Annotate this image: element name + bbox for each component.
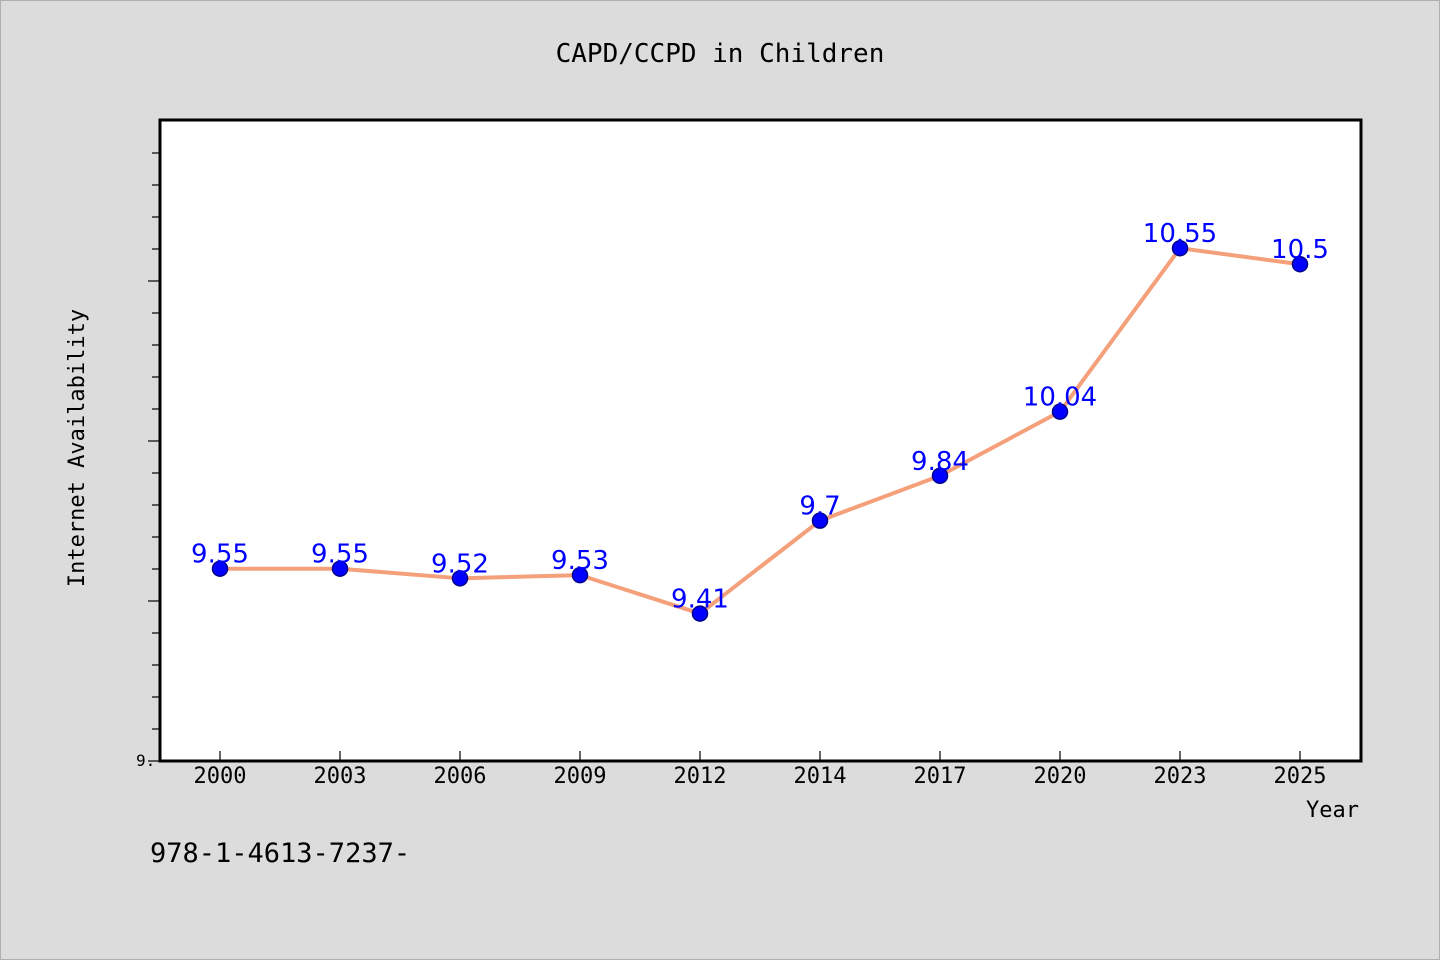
x-tick-label: 2017 xyxy=(914,764,967,789)
x-tick-label: 2020 xyxy=(1034,764,1087,789)
x-tick-label: 2023 xyxy=(1154,764,1207,789)
x-tick-label: 2025 xyxy=(1274,764,1327,789)
x-axis-ticks xyxy=(219,751,1301,761)
x-tick-label: 2006 xyxy=(434,764,487,789)
plot-area xyxy=(158,118,1363,763)
data-point xyxy=(211,560,229,577)
data-point xyxy=(1171,239,1189,257)
y-axis-label: Internet Availability xyxy=(65,309,90,587)
data-label: 10.04 xyxy=(1023,383,1097,413)
data-label: 9.55 xyxy=(311,540,369,570)
x-axis-tick-labels: 2000 2003 2006 2009 2012 2014 2017 2020 2023 2025 xyxy=(194,764,1327,789)
data-label: 10.55 xyxy=(1143,219,1217,249)
data-point xyxy=(451,570,469,587)
data-label: 9.53 xyxy=(551,546,609,576)
x-tick-label: 2009 xyxy=(554,764,607,789)
x-tick-label: 2014 xyxy=(794,764,847,789)
data-label: 9.84 xyxy=(911,447,969,477)
y-axis-ticks xyxy=(148,152,160,762)
y-tick-label: 9. xyxy=(136,751,155,770)
data-point xyxy=(571,566,589,584)
data-label: 9.7 xyxy=(799,492,840,522)
data-point xyxy=(1291,255,1309,273)
series-line xyxy=(218,246,1302,616)
data-point xyxy=(691,605,709,622)
data-label: 9.55 xyxy=(191,540,249,570)
data-point xyxy=(1051,403,1069,420)
data-label: 9.41 xyxy=(671,585,729,615)
footer-identifier: 978-1-4613-7237- xyxy=(150,838,410,869)
chart-title: CAPD/CCPD in Children xyxy=(556,39,885,69)
data-label: 9.52 xyxy=(431,549,489,579)
data-label: 10.5 xyxy=(1271,235,1329,265)
data-point xyxy=(931,467,949,485)
x-tick-label: 2000 xyxy=(194,764,247,789)
x-axis-label: Year xyxy=(1306,798,1359,823)
series-layer: 9.55 9.55 9.52 9.53 9.41 9.7 9.84 10.04 10.55 10.… xyxy=(191,219,1329,622)
x-tick-label: 2012 xyxy=(674,764,727,789)
x-tick-label: 2003 xyxy=(314,764,367,789)
data-point xyxy=(811,512,829,529)
data-point xyxy=(331,560,349,577)
